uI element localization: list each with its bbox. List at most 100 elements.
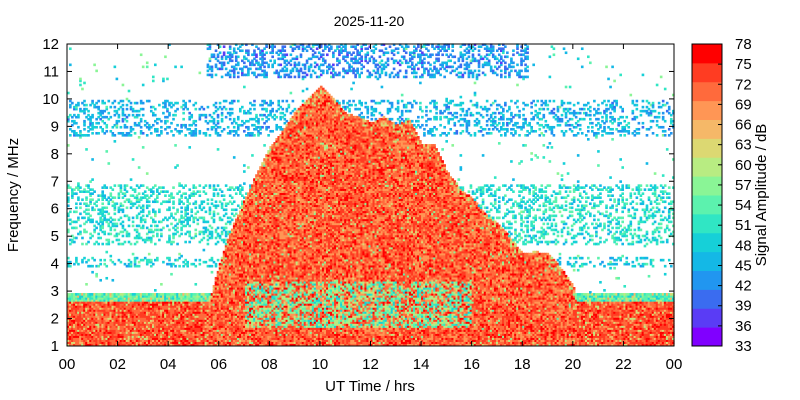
heatmap-cell [170, 192, 173, 195]
heatmap-cell [227, 126, 230, 129]
heatmap-cell [253, 100, 256, 103]
heatmap-cell [194, 259, 197, 262]
heatmap-cell [160, 233, 163, 236]
heatmap-cell [150, 132, 153, 135]
heatmap-cell [215, 64, 218, 67]
heatmap-cell [251, 154, 254, 157]
heatmap-cell [126, 126, 129, 129]
heatmap-cell [107, 239, 110, 242]
heatmap-cell [203, 206, 206, 209]
heatmap-cell [235, 192, 238, 195]
heatmap-cell [150, 225, 153, 228]
heatmap-cell [148, 100, 151, 103]
heatmap-cell [249, 112, 252, 115]
heatmap-cell [168, 235, 171, 238]
heatmap-cell [122, 221, 125, 224]
heatmap-cell [75, 211, 78, 214]
heatmap-cell [194, 124, 197, 127]
heatmap-cell [253, 104, 256, 107]
heatmap-cell [152, 76, 155, 79]
heatmap-cell [97, 198, 100, 201]
heatmap-cell [158, 239, 161, 242]
heatmap-cell [122, 204, 125, 207]
heatmap-cell [182, 112, 185, 115]
heatmap-cell [160, 126, 163, 129]
heatmap-cell [79, 202, 82, 205]
heatmap-cell [142, 146, 145, 149]
heatmap-cell [168, 206, 171, 209]
heatmap-cell [144, 190, 147, 193]
heatmap-cell [109, 116, 112, 119]
heatmap-cell [85, 231, 88, 234]
heatmap-cell [241, 186, 244, 189]
heatmap-cell [233, 100, 236, 103]
heatmap-cell [178, 190, 181, 193]
chart-title: 2025-11-20 [334, 13, 405, 29]
heatmap-cell [172, 196, 175, 199]
heatmap-cell [109, 192, 112, 195]
heatmap-cell [83, 217, 86, 220]
heatmap-cell [109, 233, 112, 236]
heatmap-cell [83, 257, 86, 260]
heatmap-cell [152, 80, 155, 83]
heatmap-cell [93, 64, 96, 67]
heatmap-cell [255, 53, 258, 56]
heatmap-cell [207, 221, 210, 224]
heatmap-cell [176, 102, 179, 105]
heatmap-cell [114, 106, 117, 109]
heatmap-cell [231, 112, 234, 115]
heatmap-cell [122, 104, 125, 107]
heatmap-cell [79, 225, 82, 228]
heatmap-cell [105, 265, 108, 268]
heatmap-cell [99, 237, 102, 240]
heatmap-cell [91, 122, 94, 125]
heatmap-cell [199, 184, 202, 187]
heatmap-cell [223, 198, 226, 201]
heatmap-cell [182, 118, 185, 121]
heatmap-cell [184, 124, 187, 127]
heatmap-cell [158, 104, 161, 107]
heatmap-cell [118, 239, 121, 242]
heatmap-cell [241, 49, 244, 52]
heatmap-cell [225, 100, 228, 103]
heatmap-cell [126, 184, 129, 187]
heatmap-cell [146, 62, 149, 65]
heatmap-cell [235, 208, 238, 211]
heatmap-cell [146, 134, 149, 137]
heatmap-cell [225, 68, 228, 71]
heatmap-cell [154, 114, 157, 117]
heatmap-cell [225, 227, 228, 230]
heatmap-cell [132, 225, 135, 228]
heatmap-cell [130, 178, 133, 181]
heatmap-cell [186, 213, 189, 216]
heatmap-cell [203, 249, 206, 252]
heatmap-cell [132, 128, 135, 131]
heatmap-cell [142, 102, 145, 105]
heatmap-cell [211, 231, 214, 234]
heatmap-cell [148, 204, 151, 207]
heatmap-cell [105, 106, 108, 109]
heatmap-cell [148, 200, 151, 203]
heatmap-cell [77, 126, 80, 129]
heatmap-cell [99, 259, 102, 262]
heatmap-cell [142, 84, 145, 87]
heatmap-cell [140, 118, 143, 121]
heatmap-cell [253, 49, 256, 52]
heatmap-cell [79, 78, 82, 81]
heatmap-cell [118, 114, 121, 117]
heatmap-cell [107, 112, 110, 115]
heatmap-cell [162, 78, 165, 81]
heatmap-cell [180, 206, 183, 209]
heatmap-cell [176, 208, 179, 211]
heatmap-cell [194, 120, 197, 123]
heatmap-cell [136, 102, 139, 105]
heatmap-cell [207, 243, 210, 246]
heatmap-cell [69, 64, 72, 67]
heatmap-cell [247, 166, 250, 169]
heatmap-cell [103, 259, 106, 262]
heatmap-cell [166, 78, 169, 81]
heatmap-cell [194, 128, 197, 131]
heatmap-cell [134, 188, 137, 191]
heatmap-cell [105, 206, 108, 209]
heatmap-cell [188, 231, 191, 234]
